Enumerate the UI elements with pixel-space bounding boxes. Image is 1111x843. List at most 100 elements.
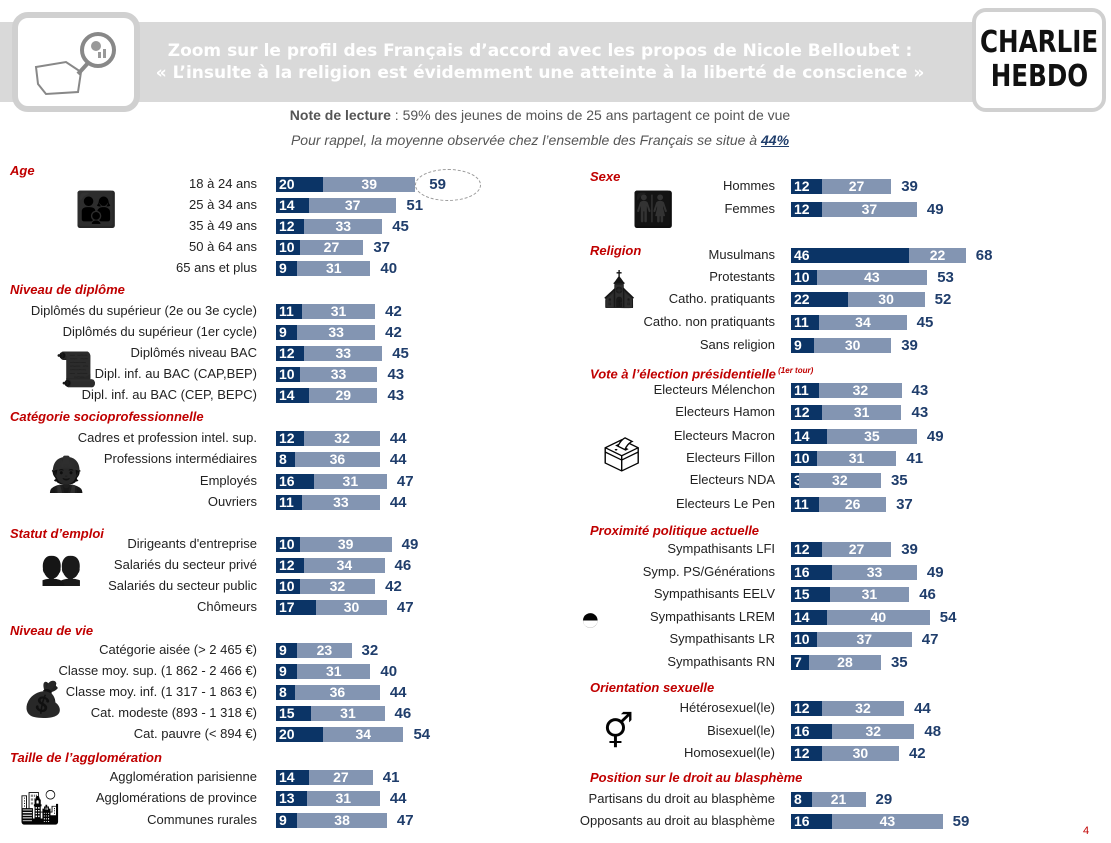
section-title: Taille de l’agglomération <box>10 750 162 765</box>
bar-segment-dark: 12 <box>791 542 822 557</box>
bar-total-label: 40 <box>380 663 398 680</box>
row-label: Electeurs NDA <box>689 472 775 487</box>
bar-total-label: 44 <box>389 790 407 807</box>
bar-total-label: 37 <box>896 496 913 513</box>
bar-segment-dark: 16 <box>791 724 833 739</box>
bar-segment-light: 33 <box>304 346 383 361</box>
bar-segment-dark: 14 <box>791 429 827 444</box>
bar-segment-dark: 12 <box>276 346 305 361</box>
section-title: Catégorie socioprofessionnelle <box>10 409 204 424</box>
row-label: 35 à 49 ans <box>189 218 257 233</box>
bar-segment-dark: 9 <box>791 338 815 353</box>
row-label: Bisexuel(le) <box>707 723 775 738</box>
bar-segment-light: 33 <box>301 495 380 510</box>
bar-segment-dark: 10 <box>791 451 817 466</box>
row-label: Dipl. inf. au BAC (CEP, BEPC) <box>81 387 257 402</box>
bar-segment-dark: 11 <box>791 383 820 398</box>
section-title: Proximité politique actuelle <box>590 523 760 538</box>
row-label: Sympathisants LFI <box>667 541 775 556</box>
row-label: 50 à 64 ans <box>189 239 257 254</box>
bar-segment-light: 31 <box>297 261 371 276</box>
row-label: Musulmans <box>708 247 775 262</box>
row-label: Sympathisants RN <box>667 654 775 669</box>
bar-segment-light: 29 <box>309 388 378 403</box>
bar-segment-light: 31 <box>311 706 385 721</box>
bar-segment-light: 37 <box>816 632 912 647</box>
bar-segment-light: 39 <box>299 537 392 552</box>
section-title: Position sur le droit au blasphème <box>590 770 803 785</box>
bar-total-label: 39 <box>901 541 918 558</box>
bar-segment-light: 30 <box>821 746 899 761</box>
row-label: Diplômés du supérieur (2e ou 3e cycle) <box>30 303 257 318</box>
row-label: Sans religion <box>699 337 775 352</box>
row-label: Partisans du droit au blasphème <box>588 791 775 806</box>
highlight-ellipse <box>415 169 481 201</box>
bar-segment-light: 27 <box>309 770 373 785</box>
bar-segment-dark: 12 <box>791 701 822 716</box>
bar-segment-light: 34 <box>304 558 385 573</box>
bar-total-label: 43 <box>387 387 405 404</box>
bar-total-label: 32 <box>361 642 379 659</box>
bar-segment-light: 37 <box>821 202 917 217</box>
bar-total-label: 43 <box>387 366 405 383</box>
section-title: Niveau de diplôme <box>10 282 125 297</box>
page-number: 4 <box>1083 825 1090 837</box>
bar-total-label: 29 <box>875 791 893 808</box>
reminder-text: Pour rappel, la moyenne observée chez l’… <box>290 132 761 148</box>
row-label: Employés <box>199 473 257 488</box>
bar-total-label: 47 <box>396 812 414 829</box>
bar-segment-dark: 16 <box>791 565 833 580</box>
row-label: Salariés du secteur public <box>108 578 257 593</box>
bar-total-label: 44 <box>389 430 407 447</box>
bar-total-label: 47 <box>921 631 939 648</box>
bar-segment-light: 27 <box>821 179 892 194</box>
bar-total-label: 42 <box>385 324 402 341</box>
row-label: 18 à 24 ans <box>189 176 257 191</box>
bar-total-label: 68 <box>975 247 993 264</box>
row-label: Dipl. inf. au BAC (CAP,BEP) <box>94 366 257 381</box>
bar-segment-dark: 8 <box>791 792 812 807</box>
average-reminder: Pour rappel, la moyenne observée chez l’… <box>0 132 1080 148</box>
bar-segment-dark: 16 <box>276 474 314 489</box>
bar-total-label: 47 <box>396 599 414 616</box>
section-title: Statut d’emploi <box>10 526 104 541</box>
row-label: Sympathisants LR <box>669 631 776 646</box>
bar-total-label: 41 <box>382 769 400 786</box>
bar-segment-dark: 10 <box>791 632 817 647</box>
row-label: Dirigeants d'entreprise <box>127 536 257 551</box>
header-band <box>0 22 990 102</box>
bar-total-label: 47 <box>396 473 414 490</box>
bar-segment-dark: 12 <box>791 405 822 420</box>
bar-segment-dark: 14 <box>791 610 827 625</box>
bar-segment-dark: 12 <box>791 202 822 217</box>
bar-total-label: 35 <box>890 472 908 489</box>
bar-total-label: 39 <box>901 337 918 354</box>
bar-total-label: 59 <box>429 176 446 193</box>
bar-segment-light: 31 <box>821 405 902 420</box>
bar-segment-light: 32 <box>819 383 902 398</box>
bar-segment-dark: 9 <box>276 325 298 340</box>
bar-total-label: 49 <box>401 536 419 553</box>
bar-segment-dark: 14 <box>276 770 310 785</box>
bar-segment-dark: 10 <box>276 537 300 552</box>
gender-symbols-icon: ⚥ <box>603 713 634 751</box>
bar-total-label: 59 <box>952 813 970 830</box>
bar-total-label: 40 <box>380 260 398 277</box>
magnifier-hand-icon <box>34 32 116 96</box>
bar-segment-dark: 11 <box>276 304 302 319</box>
bar-segment-dark: 9 <box>276 643 298 658</box>
row-label: Catégorie aisée (> 2 465 €) <box>99 642 257 657</box>
bar-total-label: 41 <box>906 450 924 467</box>
bar-segment-dark: 17 <box>276 600 317 615</box>
bar-total-label: 53 <box>937 269 954 286</box>
bar-total-label: 49 <box>926 201 944 218</box>
row-label: Electeurs Hamon <box>675 404 775 419</box>
bar-segment-dark: 10 <box>791 270 817 285</box>
bar-segment-light: 33 <box>832 565 917 580</box>
bar-segment-light: 31 <box>301 304 376 319</box>
row-label: Opposants au droit au blasphème <box>579 813 775 828</box>
bar-segment-light: 31 <box>306 791 380 806</box>
logo-line-2: HEBDO <box>990 59 1088 94</box>
row-label: Femmes <box>724 201 775 216</box>
bar-segment-light: 23 <box>297 643 352 658</box>
